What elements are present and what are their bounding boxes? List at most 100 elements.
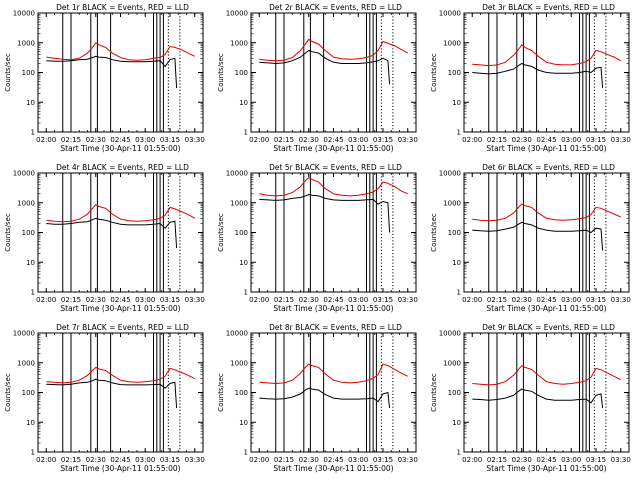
chart-title: Det 9r BLACK = Events, RED = LLD [482,323,615,332]
events-series-line [46,55,178,89]
y-axis-label: Counts/sec [4,213,12,252]
y-tick-label: 10000 [226,330,248,338]
y-tick-label: 10000 [13,10,35,18]
y-tick-label: 1000 [230,199,248,207]
x-tick-label: 03:00 [348,136,368,144]
lld-series-line [259,38,409,62]
x-axis-label: Start Time (30-Apr-11 01:55:00) [273,464,393,473]
x-axis-label: Start Time (30-Apr-11 01:55:00) [486,144,606,153]
x-tick-label: 03:30 [398,296,418,304]
x-tick-label: 02:30 [299,296,319,304]
x-tick-label: 02:45 [323,136,343,144]
events-series-line [472,388,604,409]
y-tick-label: 1 [244,289,248,297]
x-tick-label: 02:45 [110,456,130,464]
x-tick-label: 03:15 [160,136,180,144]
x-tick-label: 02:00 [249,456,269,464]
x-tick-label: 02:15 [487,136,507,144]
chart-panel: 02:00 02:15 02:30 02:45 03:00 03:15 03:30 1 10 10… [217,3,418,153]
y-tick-label: 100 [22,229,35,237]
x-tick-label: 03:00 [348,456,368,464]
y-axis-label: Counts/sec [4,53,12,92]
chart-title: Det 2r BLACK = Events, RED = LLD [269,3,402,12]
x-tick-label: 02:30 [512,136,532,144]
x-tick-label: 03:30 [185,296,205,304]
x-tick-label: 02:00 [36,296,56,304]
x-tick-label: 03:00 [135,296,155,304]
x-tick-label: 02:30 [86,456,106,464]
y-axis-label: Counts/sec [217,373,225,412]
y-tick-label: 1000 [17,359,35,367]
y-tick-label: 100 [235,229,248,237]
x-tick-label: 02:45 [323,296,343,304]
x-tick-label: 02:30 [299,136,319,144]
y-tick-label: 1 [31,129,35,137]
chart-title: Det 7r BLACK = Events, RED = LLD [56,323,189,332]
chart-title: Det 5r BLACK = Events, RED = LLD [269,163,402,172]
x-tick-label: 03:00 [135,136,155,144]
x-tick-label: 03:15 [373,136,393,144]
lld-series-line [46,42,196,61]
x-tick-label: 03:00 [348,296,368,304]
x-tick-label: 03:00 [561,456,581,464]
y-tick-label: 10 [26,99,35,107]
x-axis-label: Start Time (30-Apr-11 01:55:00) [486,464,606,473]
events-series-line [472,62,604,89]
x-tick-label: 03:30 [398,136,418,144]
x-tick-label: 02:45 [323,456,343,464]
y-tick-label: 1000 [443,359,461,367]
x-tick-label: 03:30 [611,136,631,144]
x-tick-label: 02:15 [487,456,507,464]
x-tick-label: 02:45 [110,296,130,304]
chart-title: Det 6r BLACK = Events, RED = LLD [482,163,615,172]
x-tick-label: 02:45 [536,296,556,304]
y-tick-label: 10000 [13,170,35,178]
x-tick-label: 03:00 [561,296,581,304]
y-tick-label: 1 [31,289,35,297]
chart-panel: 02:00 02:15 02:30 02:45 03:00 03:15 03:30 1 10 10… [217,163,418,313]
y-tick-label: 100 [22,389,35,397]
y-axis-label: Counts/sec [217,213,225,252]
y-tick-label: 10 [452,419,461,427]
y-tick-label: 10000 [13,330,35,338]
y-tick-label: 1000 [17,39,35,47]
x-tick-label: 02:15 [61,456,81,464]
y-tick-label: 10000 [439,10,461,18]
events-series-line [259,387,391,409]
y-tick-label: 1000 [443,39,461,47]
x-tick-label: 02:00 [36,456,56,464]
x-tick-label: 02:00 [462,296,482,304]
x-tick-label: 03:30 [611,456,631,464]
chart-panel: 02:00 02:15 02:30 02:45 03:00 03:15 03:30 1 10 10… [430,323,631,473]
x-axis-label: Start Time (30-Apr-11 01:55:00) [273,144,393,153]
y-tick-label: 10 [239,419,248,427]
y-tick-label: 1000 [230,359,248,367]
x-tick-label: 03:15 [160,296,180,304]
y-tick-label: 10 [452,259,461,267]
lld-series-line [472,364,622,386]
x-tick-label: 02:45 [536,456,556,464]
y-tick-label: 100 [448,69,461,77]
x-tick-label: 02:15 [61,296,81,304]
x-tick-label: 02:30 [86,136,106,144]
events-series-line [259,49,391,85]
y-tick-label: 1 [244,449,248,457]
y-tick-label: 10 [239,259,248,267]
x-tick-label: 02:30 [299,456,319,464]
x-tick-label: 02:15 [274,296,294,304]
lld-series-line [46,204,196,223]
y-tick-label: 1 [457,289,461,297]
y-tick-label: 100 [235,389,248,397]
x-tick-label: 03:15 [586,136,606,144]
y-tick-label: 1 [244,129,248,137]
x-axis-label: Start Time (30-Apr-11 01:55:00) [273,304,393,313]
x-tick-label: 02:00 [36,136,56,144]
chart-panel: 02:00 02:15 02:30 02:45 03:00 03:15 03:30 1 10 10… [430,3,631,153]
x-tick-label: 02:00 [249,296,269,304]
lld-series-line [472,44,622,67]
events-series-line [46,217,178,249]
x-tick-label: 03:30 [185,456,205,464]
x-axis-label: Start Time (30-Apr-11 01:55:00) [60,464,180,473]
x-tick-label: 03:15 [586,296,606,304]
